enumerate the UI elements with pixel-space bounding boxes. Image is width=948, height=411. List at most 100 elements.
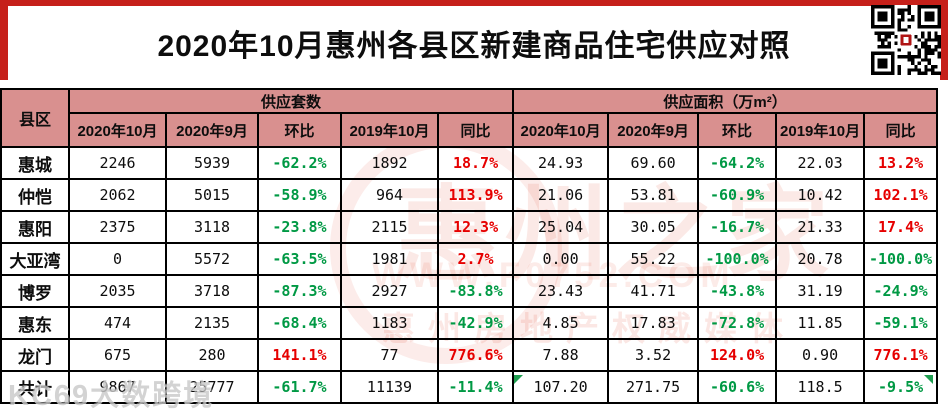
value-cell: 25.04 (512, 210, 610, 244)
pct-cell: 113.9% (436, 178, 515, 212)
value-cell: 41.71 (607, 274, 700, 308)
value-cell: 30.05 (607, 210, 700, 244)
pct-cell: -42.9% (436, 306, 515, 340)
value-cell: 964 (340, 178, 439, 212)
header-group-row: 县区 供应套数 供应面积（万m²） (0, 88, 939, 148)
table-row: 共计 9867 25777 -61.7% 11139 -11.4% 107.20 271.75… (0, 370, 939, 404)
value-cell: 9867 (68, 370, 167, 404)
col-units-yoy: 同比 (436, 112, 515, 148)
district-label: 惠城 (0, 146, 70, 180)
value-cell: 24.93 (512, 146, 610, 180)
value-cell: 22.03 (775, 146, 866, 180)
district-label: 惠阳 (0, 210, 70, 244)
value-cell: 2135 (165, 306, 259, 340)
value-cell: 31.19 (775, 274, 866, 308)
pct-cell: -87.3% (257, 274, 342, 308)
value-cell: 11139 (340, 370, 439, 404)
table-row: 大亚湾 0 5572 -63.5% 1981 2.7% 0.00 55.22 -100.0% 20… (0, 242, 939, 276)
pct-cell: -60.6% (697, 370, 778, 404)
district-label: 共计 (0, 370, 70, 404)
value-cell: 5572 (165, 242, 259, 276)
col-units-2019-10: 2019年10月 (340, 112, 439, 148)
value-cell: 3718 (165, 274, 259, 308)
col-units-2020-10: 2020年10月 (68, 112, 167, 148)
district-label: 龙门 (0, 338, 70, 372)
district-label: 惠东 (0, 306, 70, 340)
value-cell: 1183 (340, 306, 439, 340)
value-cell: 55.22 (607, 242, 700, 276)
value-cell: 0.00 (512, 242, 610, 276)
pct-cell: -100.0% (863, 242, 939, 276)
pct-cell: -58.9% (257, 178, 342, 212)
pct-cell: 17.4% (863, 210, 939, 244)
qr-code-icon (871, 5, 941, 75)
pct-cell: -100.0% (697, 242, 778, 276)
value-cell: 2115 (340, 210, 439, 244)
pct-cell: -9.5% (863, 370, 939, 404)
table-row: 惠东 474 2135 -68.4% 1183 -42.9% 4.85 17.83 -72.8%… (0, 306, 939, 340)
col-area-2020-09: 2020年9月 (607, 112, 700, 148)
value-cell: 4.85 (512, 306, 610, 340)
table-header: 县区 供应套数 供应面积（万m²） 2020年10月 2020年9月 环比 20… (0, 88, 939, 148)
pct-cell: -83.8% (436, 274, 515, 308)
district-label: 仲恺 (0, 178, 70, 212)
value-cell: 11.85 (775, 306, 866, 340)
value-cell: 2035 (68, 274, 167, 308)
value-cell: 2375 (68, 210, 167, 244)
pct-cell: -62.2% (257, 146, 342, 180)
cell-flag-icon (514, 375, 523, 384)
pct-cell: -68.4% (257, 306, 342, 340)
pct-cell: -72.8% (697, 306, 778, 340)
value-cell: 1981 (340, 242, 439, 276)
value-cell: 17.83 (607, 306, 700, 340)
value-cell: 474 (68, 306, 167, 340)
pct-cell: 124.0% (697, 338, 778, 372)
table-row: 惠城 2246 5939 -62.2% 1892 18.7% 24.93 69.60 -64.2… (0, 146, 939, 180)
value-cell: 21.33 (775, 210, 866, 244)
pct-cell: -16.7% (697, 210, 778, 244)
value-cell: 21.06 (512, 178, 610, 212)
pct-cell: -61.7% (257, 370, 342, 404)
table-body: 惠城 2246 5939 -62.2% 1892 18.7% 24.93 69.60 -64.2… (0, 146, 939, 404)
table-row: 仲恺 2062 5015 -58.9% 964 113.9% 21.06 53.81 -60.9… (0, 178, 939, 212)
pct-cell: 776.1% (863, 338, 939, 372)
district-label: 大亚湾 (0, 242, 70, 276)
value-cell: 271.75 (607, 370, 700, 404)
value-cell: 0.90 (775, 338, 866, 372)
pct-cell: -23.8% (257, 210, 342, 244)
value-cell: 5015 (165, 178, 259, 212)
value-cell: 53.81 (607, 178, 700, 212)
supply-comparison-table: 县区 供应套数 供应面积（万m²） 2020年10月 2020年9月 环比 20… (0, 88, 939, 404)
pct-cell: 776.6% (436, 338, 515, 372)
value-cell: 2246 (68, 146, 167, 180)
table-row: 惠阳 2375 3118 -23.8% 2115 12.3% 25.04 30.05 -16.7… (0, 210, 939, 244)
group-header-units: 供应套数 (67, 88, 515, 114)
col-area-mom: 环比 (697, 112, 778, 148)
pct-cell: 13.2% (863, 146, 939, 180)
pct-cell: -63.5% (257, 242, 342, 276)
table-row: 博罗 2035 3718 -87.3% 2927 -83.8% 23.43 41.71 -43.… (0, 274, 939, 308)
pct-cell: 18.7% (436, 146, 515, 180)
pct-cell: -43.8% (697, 274, 778, 308)
pct-cell: 102.1% (863, 178, 939, 212)
pct-cell: -64.2% (697, 146, 778, 180)
pct-cell: 12.3% (436, 210, 515, 244)
pct-cell: 141.1% (257, 338, 342, 372)
pct-cell: 2.7% (436, 242, 515, 276)
group-header-area: 供应面积（万m²） (512, 88, 939, 114)
title-box: 2020年10月惠州各县区新建商品住宅供应对照 (0, 0, 948, 80)
district-label: 博罗 (0, 274, 70, 308)
pct-cell: -11.4% (436, 370, 515, 404)
col-area-2019-10: 2019年10月 (775, 112, 866, 148)
value-cell: 0 (68, 242, 167, 276)
pct-cell: -24.9% (863, 274, 939, 308)
value-cell: 118.5 (775, 370, 866, 404)
value-cell: 20.78 (775, 242, 866, 276)
value-cell: 77 (340, 338, 439, 372)
value-cell: 107.20 (512, 370, 610, 404)
col-units-mom: 环比 (257, 112, 342, 148)
col-area-2020-10: 2020年10月 (512, 112, 610, 148)
table-row: 龙门 675 280 141.1% 77 776.6% 7.88 3.52 124.0% 0.90… (0, 338, 939, 372)
pct-cell: -60.9% (697, 178, 778, 212)
